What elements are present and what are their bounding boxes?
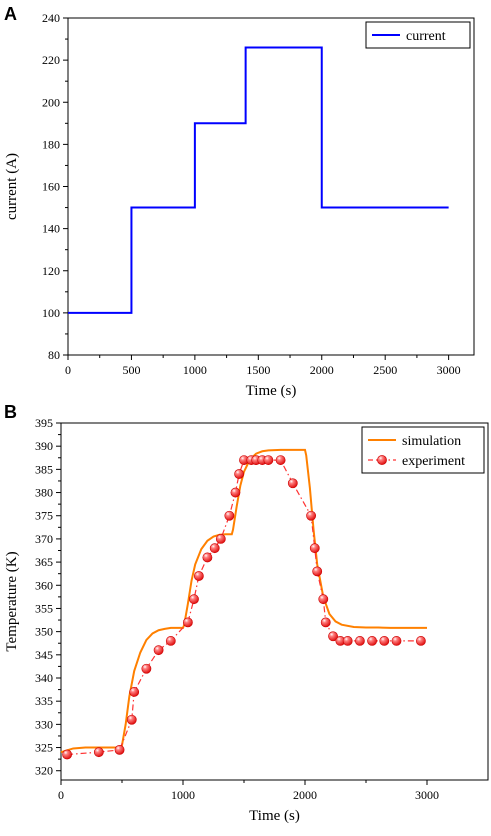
y-tick-label-a: 80: [48, 348, 60, 362]
x-tick-label-a: 500: [122, 363, 140, 377]
data-point-experiment: [309, 543, 320, 554]
data-point-experiment: [275, 455, 286, 465]
y-tick-label-a: 100: [42, 306, 60, 320]
x-tick-label-a: 0: [65, 363, 71, 377]
y-axis-label-b: Temperature (K): [4, 551, 20, 651]
y-tick-label-b: 375: [35, 509, 53, 523]
data-point-experiment: [367, 636, 377, 646]
data-point-experiment: [114, 744, 125, 755]
y-tick-label-b: 335: [35, 694, 53, 708]
y-tick-label-b: 340: [35, 671, 53, 685]
data-point-experiment: [328, 631, 338, 642]
data-point-experiment: [93, 747, 104, 758]
y-tick-label-b: 355: [35, 601, 53, 615]
chart-panel-a: A 0 500 1000 1500 2000 2500 3000 80 100 120 140 160…: [4, 4, 475, 399]
y-tick-label-b: 330: [35, 717, 53, 731]
data-point-experiment: [202, 552, 213, 563]
panel-label-a: A: [4, 4, 17, 24]
data-point-experiment: [342, 636, 353, 646]
y-tick-label-b: 350: [35, 625, 53, 639]
x-axis-label-a: Time (s): [246, 383, 297, 399]
y-tick-label-b: 365: [35, 555, 53, 569]
y-tick-label-b: 360: [35, 578, 53, 592]
series-layer-a: [68, 46, 449, 314]
data-point-experiment: [165, 636, 176, 646]
y-tick-label-b: 395: [35, 416, 53, 430]
x-axis-label-b: Time (s): [249, 808, 300, 824]
data-point-experiment: [234, 469, 245, 479]
data-point-experiment: [320, 617, 331, 628]
x-tick-label-a: 3000: [437, 363, 461, 377]
data-point-experiment: [306, 510, 316, 521]
legend-b: simulation experiment: [361, 426, 485, 474]
data-point-experiment: [209, 543, 220, 554]
x-tick-label-b: 2000: [293, 788, 317, 802]
axis-ticks-a: 0 500 1000 1500 2000 2500 3000 80 100 120 140 160 18…: [42, 11, 461, 377]
legend-label-current: current: [406, 29, 446, 44]
series-line-experiment: [67, 459, 421, 756]
legend-marker-experiment: [377, 455, 387, 465]
y-tick-label-b: 345: [35, 648, 53, 662]
x-tick-label-a: 1000: [183, 363, 207, 377]
x-tick-label-b: 1000: [171, 788, 195, 802]
data-point-experiment: [263, 455, 274, 465]
axis-ticks-b: 0 1000 2000 3000 320 325 330 335 340 345 350 355 360…: [35, 416, 439, 802]
data-point-experiment: [230, 487, 241, 498]
y-tick-label-b: 380: [35, 486, 53, 500]
data-point-experiment: [391, 636, 402, 646]
legend-box-b: [361, 426, 485, 474]
y-tick-label-a: 120: [42, 264, 60, 278]
legend-label-simulation: simulation: [402, 434, 461, 449]
data-point-experiment: [189, 594, 199, 605]
data-point-experiment: [62, 749, 72, 760]
data-point-experiment: [318, 594, 329, 605]
plot-frame-b: [60, 422, 489, 781]
data-point-experiment: [415, 636, 426, 646]
legend-label-experiment: experiment: [402, 454, 465, 469]
chart-panel-b: B 0 1000 2000 3000 320 325 330 335 340 345 350 355 3…: [4, 402, 489, 824]
y-tick-label-b: 385: [35, 462, 53, 476]
y-tick-label-b: 370: [35, 532, 53, 546]
y-tick-label-a: 160: [42, 180, 60, 194]
data-point-experiment: [141, 663, 152, 674]
legend-a: current: [365, 21, 471, 49]
y-tick-label-a: 140: [42, 222, 60, 236]
data-point-experiment: [193, 571, 204, 581]
data-point-experiment: [153, 645, 164, 656]
y-tick-label-b: 390: [35, 439, 53, 453]
y-tick-label-a: 240: [42, 11, 60, 25]
y-tick-label-b: 320: [35, 764, 53, 778]
panel-label-b: B: [4, 402, 17, 422]
x-tick-label-a: 2000: [310, 363, 334, 377]
y-tick-label-a: 220: [42, 53, 60, 67]
plot-frame-a: [67, 17, 475, 356]
y-tick-label-a: 200: [42, 95, 60, 109]
x-tick-label-b: 0: [58, 788, 64, 802]
y-tick-label-b: 325: [35, 741, 53, 755]
data-point-experiment: [215, 534, 226, 544]
y-tick-label-a: 180: [42, 137, 60, 151]
x-tick-label-a: 2500: [373, 363, 397, 377]
series-layer-b: [60, 448, 427, 760]
data-point-experiment: [287, 478, 298, 489]
x-tick-label-b: 3000: [415, 788, 439, 802]
data-point-experiment: [379, 636, 390, 646]
data-point-experiment: [312, 566, 323, 577]
data-point-experiment: [224, 510, 235, 521]
data-point-experiment: [126, 714, 137, 725]
y-axis-label-a: current (A): [4, 153, 20, 220]
series-line-current: [68, 46, 449, 314]
data-point-experiment: [129, 687, 140, 697]
data-point-experiment: [354, 636, 365, 646]
data-point-experiment: [182, 617, 193, 628]
x-tick-label-a: 1500: [246, 363, 270, 377]
series-line-simulation: [60, 448, 427, 754]
